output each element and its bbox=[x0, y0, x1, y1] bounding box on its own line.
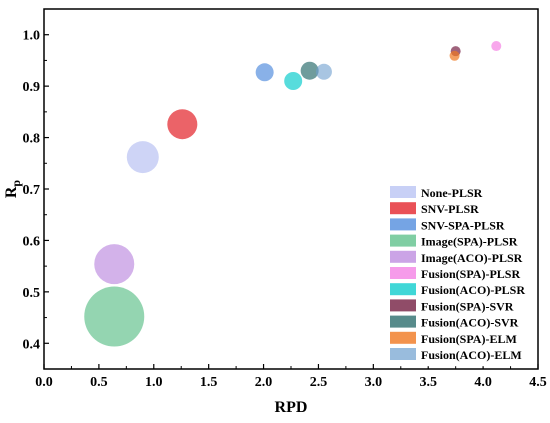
y-tick-label: 0.4 bbox=[23, 337, 41, 352]
x-tick-label: 1.0 bbox=[145, 375, 163, 390]
legend-swatch bbox=[390, 331, 416, 344]
x-axis-title: RPD bbox=[275, 399, 308, 416]
legend-label: Fusion(ACO)-PLSR bbox=[421, 283, 525, 297]
legend: None-PLSR SNV-PLSR SNV-SPA-PLSR Image(SPA)-… bbox=[388, 182, 536, 367]
x-tick-label: 0.0 bbox=[35, 375, 53, 390]
x-tick-label: 3.0 bbox=[365, 375, 383, 390]
legend-label: Image(ACO)-PLSR bbox=[421, 251, 523, 265]
y-tick-label: 0.7 bbox=[23, 183, 41, 198]
y-tick-label: 0.6 bbox=[23, 234, 41, 249]
legend-label: Fusion(SPA)-PLSR bbox=[421, 267, 520, 281]
x-tick-label: 4.5 bbox=[529, 375, 547, 390]
legend-swatch bbox=[390, 234, 416, 247]
legend-label: SNV-SPA-PLSR bbox=[421, 218, 505, 232]
x-tick-label: 0.5 bbox=[90, 375, 108, 390]
x-tick-label: 2.0 bbox=[255, 375, 273, 390]
bubble-none-plsr bbox=[126, 141, 159, 174]
x-tick-label: 3.5 bbox=[419, 375, 437, 390]
x-tick-label: 2.5 bbox=[310, 375, 328, 390]
legend-swatch bbox=[390, 202, 416, 215]
x-axis: 0.0 0.5 1.0 1.5 2.0 2.5 3.0 3.5 4.0 4.5 bbox=[35, 364, 547, 390]
bubble-fusion-aco-plsr bbox=[284, 72, 303, 90]
legend-swatch bbox=[390, 250, 416, 263]
bubble-fusion-spa-elm bbox=[449, 50, 460, 61]
bubble-image-spa-plsr bbox=[84, 286, 145, 347]
y-axis-title-subscript: p bbox=[9, 180, 23, 187]
bubble-fusion-aco-elm bbox=[315, 63, 332, 80]
y-tick-label: 0.5 bbox=[23, 286, 41, 301]
bubble-image-aco-plsr bbox=[94, 244, 135, 285]
bubble-layer bbox=[84, 41, 502, 347]
legend-label: Fusion(SPA)-SVR bbox=[421, 299, 514, 313]
legend-label: Fusion(ACO)-ELM bbox=[421, 348, 522, 362]
legend-swatch bbox=[390, 348, 416, 360]
legend-swatch bbox=[390, 186, 416, 198]
x-tick-label: 4.0 bbox=[474, 375, 492, 390]
legend-swatch bbox=[390, 218, 416, 231]
y-axis-title: Rp bbox=[3, 180, 23, 199]
y-tick-label: 0.9 bbox=[23, 80, 41, 95]
legend-label: Fusion(SPA)-ELM bbox=[421, 332, 517, 346]
y-axis: 0.4 0.5 0.6 0.7 0.8 0.9 1.0 bbox=[23, 8, 49, 370]
legend-label: None-PLSR bbox=[421, 186, 483, 200]
legend-label: SNV-PLSR bbox=[421, 202, 479, 216]
legend-swatch bbox=[390, 299, 416, 312]
y-tick-label: 1.0 bbox=[23, 29, 41, 44]
legend-swatch bbox=[390, 267, 416, 279]
x-tick-label: 1.5 bbox=[200, 375, 218, 390]
legend-swatch bbox=[390, 315, 416, 328]
bubble-fusion-aco-svr bbox=[300, 61, 319, 80]
y-tick-label: 0.8 bbox=[23, 132, 41, 147]
legend-label: Image(SPA)-PLSR bbox=[421, 235, 518, 249]
bubble-fusion-spa-plsr bbox=[491, 41, 502, 52]
bubble-snv-spa-plsr bbox=[255, 63, 274, 82]
legend-label: Fusion(ACO)-SVR bbox=[421, 316, 519, 330]
y-axis-title-main: R bbox=[3, 186, 20, 198]
bubble-snv-plsr bbox=[167, 109, 198, 140]
legend-swatch bbox=[390, 283, 416, 296]
